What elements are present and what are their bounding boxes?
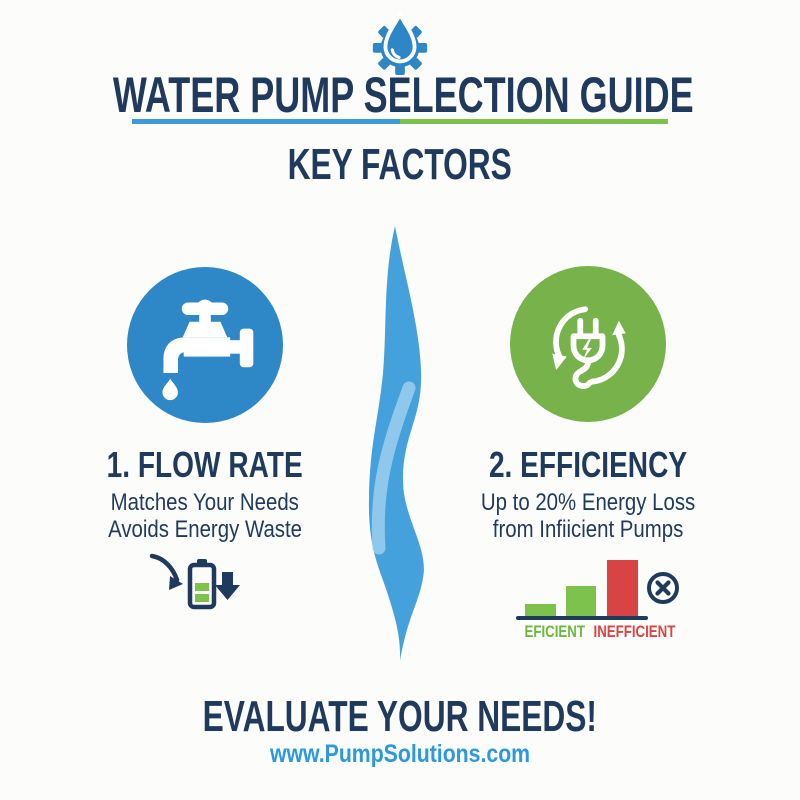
faucet-icon <box>162 299 254 401</box>
efficiency-circle <box>510 266 666 422</box>
efficiency-title: 2. EFFICIENCY <box>488 444 688 485</box>
chart-label-inefficient: INEFFICIENT <box>593 622 676 641</box>
chart-bar-efficient-mid <box>566 586 596 620</box>
page-title-text: WATER PUMP SELECTION GUIDE <box>112 67 694 123</box>
website-url: www.PumpSolutions.com <box>269 740 531 768</box>
chart-label-efficient: EFICIENT <box>524 622 586 641</box>
underline-blue-segment <box>132 119 400 124</box>
flow-rate-line1: Matches Your Needs <box>110 489 300 516</box>
title-underline <box>132 119 668 124</box>
efficiency-bar-chart: EFICIENT INEFFICIENT <box>510 553 695 653</box>
plug-recycle-icon <box>552 306 626 389</box>
underline-green-segment <box>400 119 668 124</box>
chart-bar-inefficient <box>607 560 638 620</box>
chart-baseline <box>516 616 648 620</box>
page-title: WATER PUMP SELECTION GUIDE <box>0 66 800 124</box>
flow-rate-circle <box>127 267 283 423</box>
x-circle-icon <box>645 570 681 611</box>
battery-with-arrows-icon <box>140 548 250 623</box>
flow-rate-line2: Avoids Energy Waste <box>108 516 302 543</box>
efficiency-line1: Up to 20% Energy Loss <box>480 489 696 516</box>
wavy-ribbon-divider <box>345 218 455 683</box>
flow-rate-title: 1. FLOW RATE <box>106 444 304 485</box>
section-subtitle: KEY FACTORS <box>287 140 513 189</box>
efficiency-description: Up to 20% Energy Loss from Infiicient Pu… <box>440 489 736 543</box>
flow-rate-description: Matches Your Needs Avoids Energy Waste <box>60 489 350 543</box>
call-to-action: EVALUATE YOUR NEEDS! <box>202 692 598 741</box>
gear-waterdrop-icon <box>369 10 431 81</box>
efficiency-line2: from Infiicient Pumps <box>492 516 684 543</box>
